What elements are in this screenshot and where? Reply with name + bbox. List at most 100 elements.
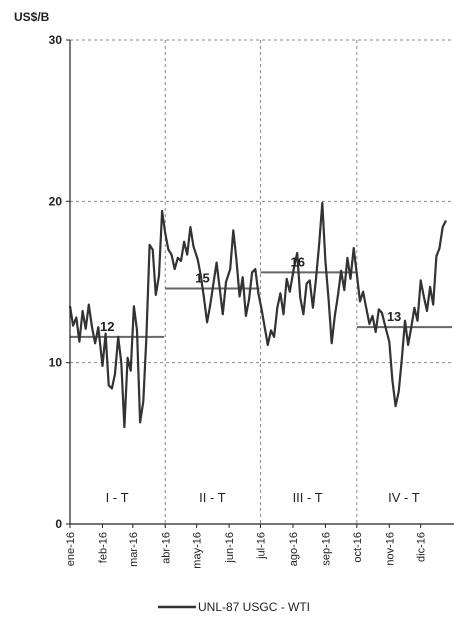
data-point [410, 326, 412, 328]
data-point [180, 260, 182, 262]
data-point [368, 323, 370, 325]
data-point [235, 258, 237, 260]
data-point [309, 279, 311, 281]
y-tick-label: 20 [49, 194, 63, 208]
quarter-label: III - T [293, 490, 323, 505]
data-point [229, 268, 231, 270]
data-point [429, 286, 431, 288]
data-point [174, 268, 176, 270]
data-point [85, 328, 87, 330]
data-point [388, 341, 390, 343]
data-point [324, 260, 326, 262]
data-point [189, 226, 191, 228]
data-point [183, 241, 185, 243]
data-point [270, 329, 272, 331]
data-point [416, 320, 419, 322]
x-tick-label: may-16 [192, 532, 204, 569]
data-point [282, 313, 285, 315]
data-point [155, 294, 157, 296]
x-tick-label: abr-16 [160, 532, 172, 564]
data-point [432, 304, 434, 306]
x-tick-label: dic-16 [416, 532, 428, 562]
data-point [158, 274, 160, 277]
data-point [420, 279, 422, 281]
data-point [248, 299, 250, 301]
data-point [197, 258, 199, 260]
x-tick-label: sep-16 [320, 532, 332, 566]
data-point [365, 307, 367, 309]
data-point [337, 294, 339, 296]
data-point [82, 310, 84, 312]
data-point [293, 266, 295, 269]
data-point [239, 295, 241, 298]
data-point [340, 270, 342, 272]
data-point [306, 283, 308, 285]
data-point [145, 336, 147, 338]
data-point [212, 283, 214, 285]
data-point [111, 387, 113, 390]
data-point [105, 333, 107, 335]
data-point [296, 252, 298, 254]
x-tick-label: nov-16 [384, 532, 396, 566]
data-point [216, 262, 218, 264]
data-point [97, 326, 99, 328]
data-point [276, 307, 278, 309]
data-point [261, 308, 263, 310]
data-point [328, 299, 330, 301]
data-point [232, 229, 234, 231]
x-tick-label: ago-16 [288, 532, 300, 566]
y-tick-label: 0 [55, 517, 62, 531]
data-point [152, 249, 154, 251]
data-point [149, 244, 151, 246]
data-point [192, 245, 195, 248]
data-point [438, 247, 441, 249]
data-point [254, 268, 256, 270]
quarter-label: IV - T [388, 490, 420, 505]
data-point [321, 202, 323, 204]
data-point [251, 271, 253, 273]
data-point [161, 210, 163, 212]
data-point [349, 278, 352, 280]
quarter-average-label: 13 [387, 309, 401, 324]
data-point [123, 426, 125, 428]
x-tick-label: feb-16 [97, 532, 109, 563]
data-point [442, 226, 444, 228]
data-point [120, 362, 122, 364]
data-point [101, 365, 104, 367]
data-point [91, 326, 93, 328]
data-point [94, 342, 96, 344]
data-point [245, 315, 247, 317]
data-point [167, 249, 169, 251]
data-point [72, 325, 74, 327]
data-point [186, 254, 188, 256]
data-point [375, 331, 377, 333]
data-point [117, 336, 119, 338]
data-point [257, 292, 259, 294]
data-point [209, 304, 211, 306]
data-point [127, 357, 129, 359]
data-point [302, 313, 304, 315]
data-point [391, 379, 393, 381]
data-point [398, 391, 400, 393]
quarter-label: II - T [199, 490, 226, 505]
data-point [286, 278, 288, 280]
data-point [225, 281, 227, 283]
data-point [108, 384, 110, 386]
data-point [75, 316, 77, 319]
data-point [401, 358, 403, 360]
data-point [426, 310, 428, 312]
y-axis-title: US$/B [14, 10, 50, 24]
data-point [359, 300, 361, 302]
quarter-average-label: 12 [100, 319, 114, 334]
legend-label: UNL-87 USGC - WTI [198, 600, 310, 614]
quarter-average-label: 15 [195, 270, 209, 285]
data-point [136, 329, 138, 331]
data-point [346, 257, 348, 259]
data-point [279, 292, 281, 294]
data-point [315, 278, 317, 280]
x-tick-label: oct-16 [352, 532, 364, 563]
data-point [356, 273, 358, 275]
data-point [381, 312, 383, 314]
y-tick-label: 30 [49, 33, 63, 47]
quarter-label: I - T [106, 490, 129, 505]
